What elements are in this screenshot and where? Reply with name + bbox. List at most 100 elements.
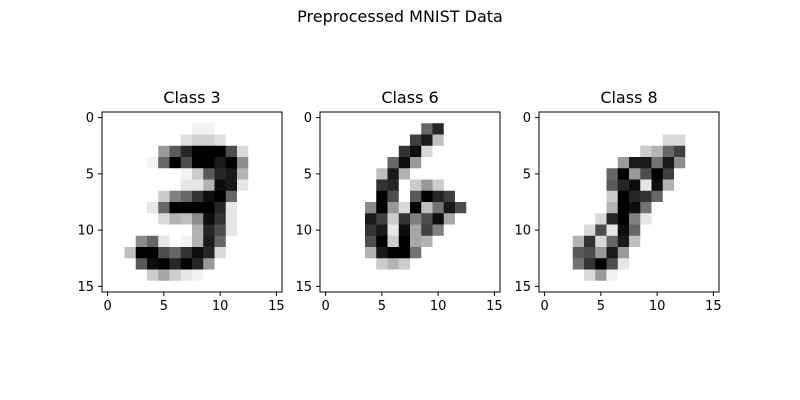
pixel-cell	[685, 134, 697, 147]
pixel-cell	[606, 157, 619, 169]
pixel-cell	[432, 202, 445, 214]
pixel-cell	[147, 145, 159, 158]
pixel-cell	[158, 157, 170, 169]
pixel-cell	[410, 190, 422, 203]
pixel-cell	[455, 168, 467, 180]
pixel-cell	[707, 134, 720, 147]
pixel-cell	[561, 235, 574, 248]
pixel-cell	[248, 112, 260, 124]
pixel-cell	[674, 157, 686, 169]
pixel-cell	[387, 247, 400, 259]
pixel-cell	[353, 235, 366, 248]
pixel-cell	[550, 157, 562, 169]
pixel-cell	[685, 179, 697, 192]
pixel-cell	[651, 157, 664, 169]
pixel-cell	[539, 190, 551, 203]
pixel-cell	[158, 190, 170, 203]
pixel-cell	[124, 179, 137, 192]
pixel-cell	[147, 258, 159, 270]
pixel-cell	[135, 202, 148, 214]
pixel-cell	[455, 123, 467, 135]
pixel-cell	[629, 258, 641, 270]
pixel-cell	[365, 190, 377, 203]
pixel-cell	[539, 213, 551, 225]
pixel-cell	[135, 213, 148, 225]
pixel-cell	[640, 258, 652, 270]
pixel-cell	[203, 145, 215, 158]
pixel-cell	[398, 202, 411, 214]
pixel-cell	[342, 224, 355, 237]
pixel-cell	[387, 145, 400, 158]
pixel-cell	[248, 280, 260, 293]
pixel-cell	[595, 123, 607, 135]
pixel-cell	[421, 134, 433, 147]
pixel-cell	[595, 179, 607, 192]
pixel-cell	[640, 123, 652, 135]
pixel-cell	[270, 112, 283, 124]
pixel-cell	[455, 179, 467, 192]
pixel-cell	[180, 168, 193, 180]
pixel-cell	[477, 202, 490, 214]
pixel-cell	[387, 190, 400, 203]
pixel-cell	[102, 269, 114, 282]
pixel-cell	[477, 280, 490, 293]
pixel-cell	[192, 123, 204, 135]
pixel-cell	[606, 280, 619, 293]
pixel-cell	[113, 247, 125, 259]
pixel-cell	[342, 157, 355, 169]
pixel-cell	[398, 280, 411, 293]
y-tick-label: 10	[77, 224, 94, 239]
pixel-cell	[674, 134, 686, 147]
pixel-cell	[595, 157, 607, 169]
pixel-cell	[455, 235, 467, 248]
pixel-cell	[617, 190, 630, 203]
pixel-cell	[455, 224, 467, 237]
pixel-cell	[455, 247, 467, 259]
pixel-cell	[685, 168, 697, 180]
pixel-cell	[270, 213, 283, 225]
pixel-cell	[387, 179, 400, 192]
pixel-cell	[158, 145, 170, 158]
pixel-cell	[640, 247, 652, 259]
pixel-cell	[353, 168, 366, 180]
y-tick-label: 10	[295, 224, 312, 239]
pixel-cell	[640, 134, 652, 147]
pixel-cell	[539, 269, 551, 282]
pixel-cell	[320, 247, 332, 259]
pixel-cell	[192, 280, 204, 293]
pixel-cell	[158, 235, 170, 248]
pixel-cell	[376, 213, 388, 225]
pixel-cell	[225, 280, 238, 293]
pixel-cell	[192, 112, 204, 124]
pixel-cell	[455, 269, 467, 282]
pixel-cell	[259, 190, 272, 203]
pixel-cell	[169, 224, 182, 237]
pixel-cell	[410, 168, 422, 180]
pixel-cell	[477, 145, 490, 158]
pixel-cell	[376, 247, 388, 259]
panel-3: Class 8 0 5 10 15 0 5 10 15	[514, 88, 721, 314]
pixel-cell	[696, 168, 709, 180]
pixel-cell	[432, 145, 445, 158]
pixel-cell	[259, 280, 272, 293]
pixel-cell	[662, 168, 675, 180]
pixel-cell	[353, 269, 366, 282]
pixel-cell	[410, 247, 422, 259]
pixel-cell	[124, 224, 137, 237]
pixel-cell	[387, 280, 400, 293]
pixel-cell	[662, 190, 675, 203]
pixel-cell	[707, 190, 720, 203]
pixel-cell	[584, 134, 596, 147]
pixel-cell	[225, 213, 238, 225]
pixel-cell	[398, 190, 411, 203]
pixel-cell	[203, 258, 215, 270]
pixel-cell	[398, 145, 411, 158]
pixel-cell	[102, 112, 114, 124]
pixel-cell	[113, 213, 125, 225]
pixel-cell	[259, 213, 272, 225]
pixel-cell	[662, 258, 675, 270]
pixel-cell	[147, 213, 159, 225]
pixel-cell	[331, 202, 343, 214]
pixel-cell	[466, 157, 478, 169]
pixel-cell	[696, 224, 709, 237]
